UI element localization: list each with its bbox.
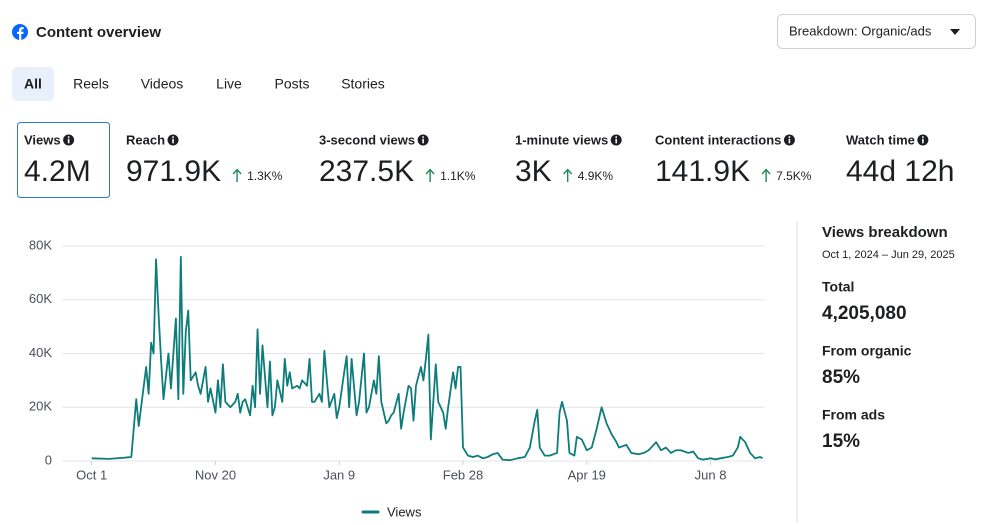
legend-label: Views xyxy=(387,504,422,519)
trend-up-arrow xyxy=(563,168,573,182)
breakdown-value: 4,205,080 xyxy=(822,303,907,324)
metric-label: Content interactions xyxy=(655,132,781,147)
tab-selected-bg xyxy=(12,67,54,101)
metric-value[interactable]: 4.2M xyxy=(24,155,91,188)
metric-change: 7.5K% xyxy=(776,169,812,183)
metric-value: 141.9K xyxy=(655,155,750,188)
info-icon-bar xyxy=(67,138,70,144)
info-icon-dot xyxy=(172,136,174,138)
info-icon-bar xyxy=(422,138,424,144)
views-line xyxy=(91,255,763,462)
metric-value: 237.5K xyxy=(319,155,414,188)
info-icon-bar xyxy=(172,138,174,144)
facebook-logo xyxy=(12,24,28,40)
metric-label: Watch time xyxy=(846,132,915,147)
x-tick-label: Jan 9 xyxy=(323,467,355,482)
metric-label: Views xyxy=(24,132,61,147)
tab[interactable]: Videos xyxy=(141,76,184,92)
metric-label: Reach xyxy=(126,132,165,147)
dropdown-caret xyxy=(950,29,960,35)
x-tick-label: Oct 1 xyxy=(76,467,107,482)
metric-label: 3-second views xyxy=(319,132,415,147)
info-icon-dot xyxy=(788,136,791,138)
trend-up-arrow xyxy=(425,168,435,182)
metric-selected-border xyxy=(17,122,110,198)
x-tick-label: Feb 28 xyxy=(443,467,483,482)
breakdown-label: From ads xyxy=(822,407,885,423)
metric-label: 1-minute views xyxy=(515,132,608,147)
metric-value: 44d 12h xyxy=(846,155,954,188)
info-icon-bar xyxy=(922,138,924,144)
tab[interactable]: Live xyxy=(216,76,242,92)
info-icon-dot xyxy=(422,136,424,138)
info-icon-dot xyxy=(67,136,70,138)
info-icon-bar xyxy=(788,138,791,144)
breakdown-title: Views breakdown xyxy=(822,224,948,241)
breakdown-dates: Oct 1, 2024 – Jun 29, 2025 xyxy=(822,249,955,261)
y-tick-label: 0 xyxy=(45,452,52,467)
info-icon-dot xyxy=(922,136,924,138)
x-tick-label: Apr 19 xyxy=(568,467,606,482)
y-tick-label: 40K xyxy=(29,345,52,360)
metric-value: 971.9K xyxy=(126,155,221,188)
info-icon-dot xyxy=(615,136,618,138)
y-tick-label: 20K xyxy=(29,399,52,414)
metric-value: 3K xyxy=(515,155,552,188)
y-tick-label: 80K xyxy=(29,237,52,252)
trend-up-arrow xyxy=(761,168,771,182)
x-tick-label: Nov 20 xyxy=(195,467,236,482)
tab[interactable]: All xyxy=(24,76,42,92)
metric-change: 1.3K% xyxy=(247,169,283,183)
metric-change: 1.1K% xyxy=(440,169,476,183)
breakdown-label: From organic xyxy=(822,343,912,359)
tab[interactable]: Stories xyxy=(341,76,385,92)
trend-up-arrow xyxy=(232,168,242,182)
tab[interactable]: Reels xyxy=(73,76,109,92)
tab[interactable]: Posts xyxy=(274,76,309,92)
y-tick-label: 60K xyxy=(29,291,52,306)
breakdown-value: 85% xyxy=(822,367,860,388)
breakdown-dropdown[interactable]: Breakdown: Organic/ads xyxy=(777,14,976,49)
x-tick-label: Jun 8 xyxy=(695,467,727,482)
breakdown-value: 15% xyxy=(822,431,860,452)
dropdown-label[interactable]: Breakdown: Organic/ads xyxy=(789,23,932,38)
page-title: Content overview xyxy=(36,24,161,41)
metric-change: 4.9K% xyxy=(578,169,614,183)
info-icon-bar xyxy=(615,138,618,144)
breakdown-label: Total xyxy=(822,279,854,295)
